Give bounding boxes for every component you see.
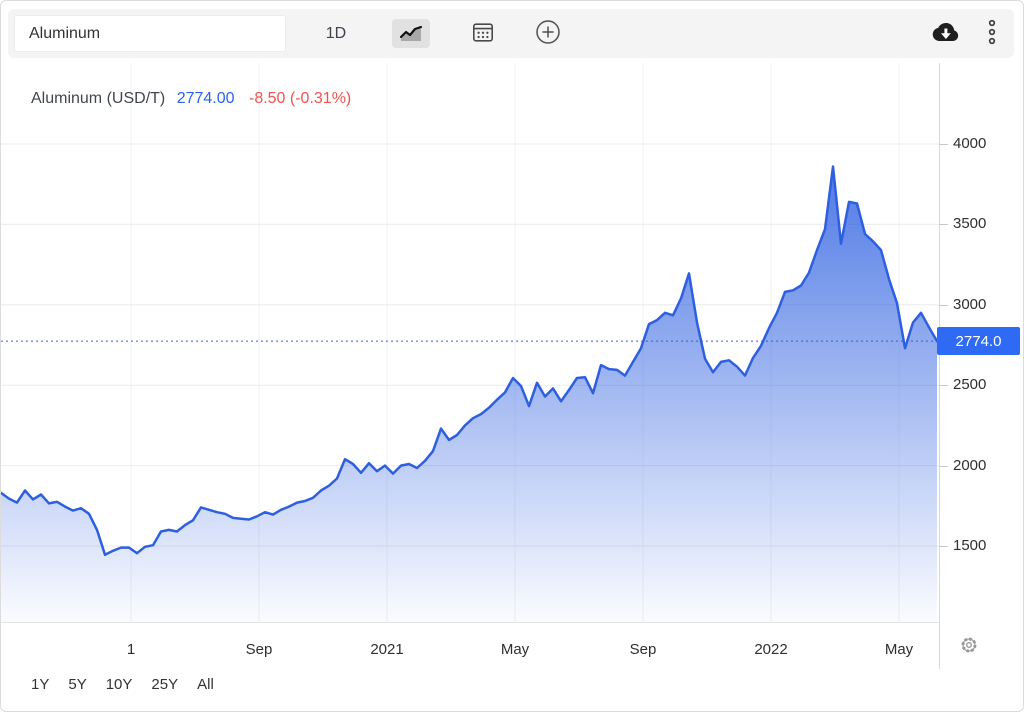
time-axis-label: May [500, 641, 530, 658]
time-axis-label: 2021 [370, 641, 404, 658]
range-selector: 1Y 5Y 10Y 25Y All [31, 676, 214, 693]
price-axis-label: 3500 [953, 215, 987, 233]
chart-type-button[interactable] [392, 17, 430, 51]
time-axis-label: May [884, 641, 914, 658]
more-options-button[interactable] [985, 17, 999, 51]
price-axis-tick [939, 465, 948, 467]
price-axis-label: 4000 [953, 135, 987, 152]
y-axis-separator [939, 63, 940, 669]
price-area-fill [1, 166, 937, 623]
area-chart-icon [392, 19, 430, 48]
range-button-10y[interactable]: 10Y [105, 676, 133, 693]
range-button-25y[interactable]: 25Y [151, 676, 179, 693]
kebab-menu-icon [985, 18, 999, 49]
settings-button[interactable] [959, 635, 979, 658]
range-button-1y[interactable]: 1Y [31, 676, 50, 693]
symbol-search-input[interactable] [14, 15, 286, 52]
range-button-all[interactable]: All [197, 676, 214, 693]
price-axis-tick [939, 224, 948, 226]
time-axis-label: Sep [629, 641, 657, 658]
gear-icon [959, 637, 979, 658]
time-axis-label: Sep [245, 641, 273, 658]
compare-add-button[interactable] [533, 17, 563, 51]
price-axis-tick [939, 144, 948, 145]
legend-title: Aluminum (USD/T) [31, 90, 166, 107]
price-axis-label: 3000 [953, 295, 987, 313]
time-axis-label: 1 [126, 641, 136, 658]
legend-change: -8.50 (-0.31%) [248, 90, 352, 107]
cloud-download-icon [927, 20, 961, 47]
price-axis-label: 2500 [953, 376, 987, 394]
plus-circle-icon [533, 17, 563, 50]
price-axis-label: 1500 [953, 537, 987, 554]
legend: Aluminum (USD/T) 2774.00 -8.50 (-0.31%) [31, 90, 351, 108]
plot-area[interactable] [1, 63, 939, 623]
price-chart-svg[interactable] [1, 63, 939, 623]
calendar-button[interactable] [470, 17, 496, 51]
range-button-5y[interactable]: 5Y [68, 676, 87, 693]
time-axis-label: 2022 [754, 641, 788, 658]
legend-price: 2774.00 [176, 90, 235, 107]
price-line [1, 165, 939, 557]
interval-button[interactable]: 1D [314, 17, 358, 51]
price-axis-tick [939, 304, 948, 306]
price-axis-tick [939, 385, 948, 387]
current-price-badge: 2774.0 [937, 327, 1020, 356]
price-axis-tick [939, 546, 948, 547]
calendar-icon [470, 19, 496, 48]
download-button[interactable] [927, 17, 961, 51]
price-axis-label: 2000 [953, 456, 987, 474]
toolbar: 1D [8, 9, 1014, 58]
